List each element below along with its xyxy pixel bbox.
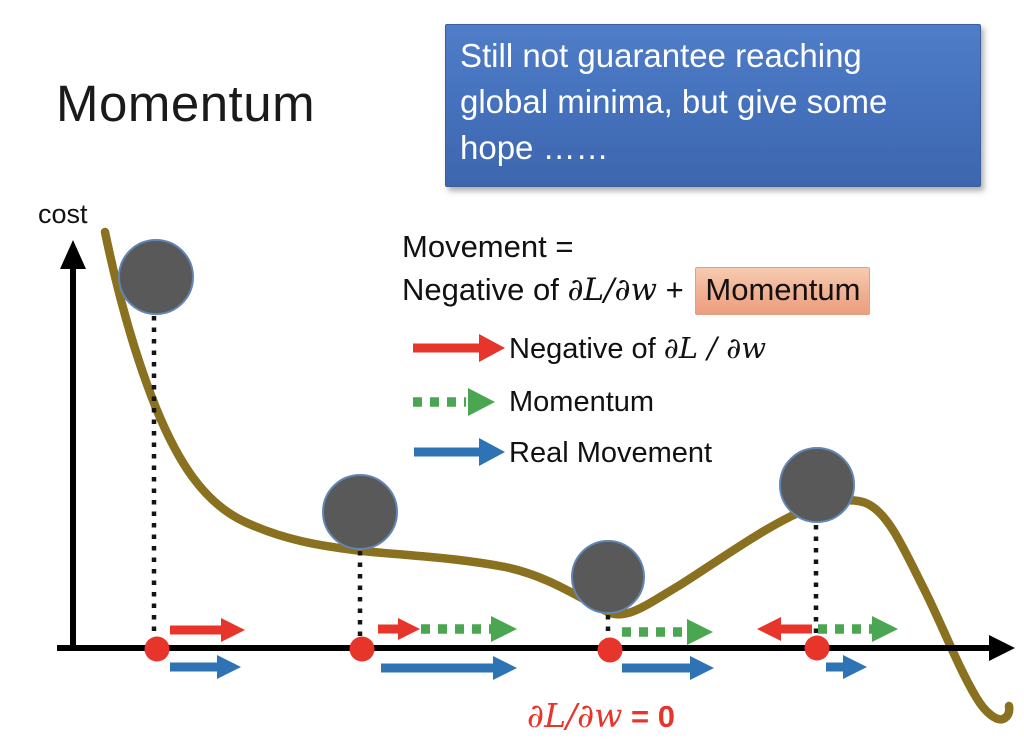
position-dot-4	[804, 635, 830, 661]
movement-equation-line2: Negative of ∂L/∂w + Momentum	[402, 267, 871, 315]
page-title: Momentum	[56, 75, 316, 132]
real-movement-arrowhead-1-icon	[217, 655, 241, 679]
note-line-3: hope ……	[460, 129, 609, 166]
real-movement-arrowhead-2-icon	[493, 656, 517, 680]
legend-negative-prefix: Negative of	[509, 333, 664, 365]
zero-gradient-annotation: ∂L/∂w = 0	[527, 696, 675, 735]
legend-label-momentum: Momentum	[509, 386, 655, 418]
note-line-1: Still not guarantee reaching	[460, 37, 862, 74]
ball-3	[571, 540, 645, 614]
zero-gradient-math: ∂L/∂w	[527, 696, 623, 735]
note-line-2: global minima, but give some	[460, 83, 888, 120]
x-axis-arrowhead-icon	[989, 635, 1015, 661]
position-dot-3	[597, 637, 623, 663]
legend-label-negative-gradient: Negative of ∂L / ∂w	[509, 331, 766, 366]
y-axis-arrowhead-icon	[60, 240, 86, 269]
ball-4	[779, 447, 855, 523]
real-movement-arrowhead-4-icon	[843, 655, 867, 679]
momentum-arrowhead-2-icon	[491, 616, 517, 642]
momentum-highlight: Momentum	[695, 267, 871, 315]
position-dot-2	[349, 636, 375, 662]
legend-negative-math: ∂L / ∂w	[663, 331, 767, 365]
cost-axis-label: cost	[38, 199, 88, 229]
momentum-arrowhead-3-icon	[687, 619, 713, 645]
movement-prefix: Negative of	[402, 272, 568, 307]
plus-sign: +	[657, 272, 693, 307]
gradient-term: ∂L/∂w	[567, 272, 658, 308]
ball-2	[322, 474, 398, 550]
legend-label-real-movement: Real Movement	[509, 437, 713, 469]
zero-gradient-eq: = 0	[622, 699, 675, 734]
note-box: Still not guarantee reaching global mini…	[445, 24, 981, 187]
negative-gradient-arrowhead-4-icon	[757, 617, 781, 641]
negative-gradient-arrowhead-2-icon	[398, 618, 420, 640]
legend-negative-gradient-arrowhead-icon	[479, 334, 505, 362]
negative-gradient-arrowhead-1-icon	[221, 618, 245, 642]
position-dot-1	[144, 636, 170, 662]
legend-real-movement-arrowhead-icon	[479, 438, 505, 466]
movement-equation-line1: Movement =	[402, 229, 574, 264]
ball-1	[118, 239, 194, 315]
real-movement-arrowhead-3-icon	[690, 656, 714, 680]
legend-momentum-arrowhead-icon	[468, 388, 495, 416]
momentum-arrowhead-4-icon	[872, 616, 898, 642]
